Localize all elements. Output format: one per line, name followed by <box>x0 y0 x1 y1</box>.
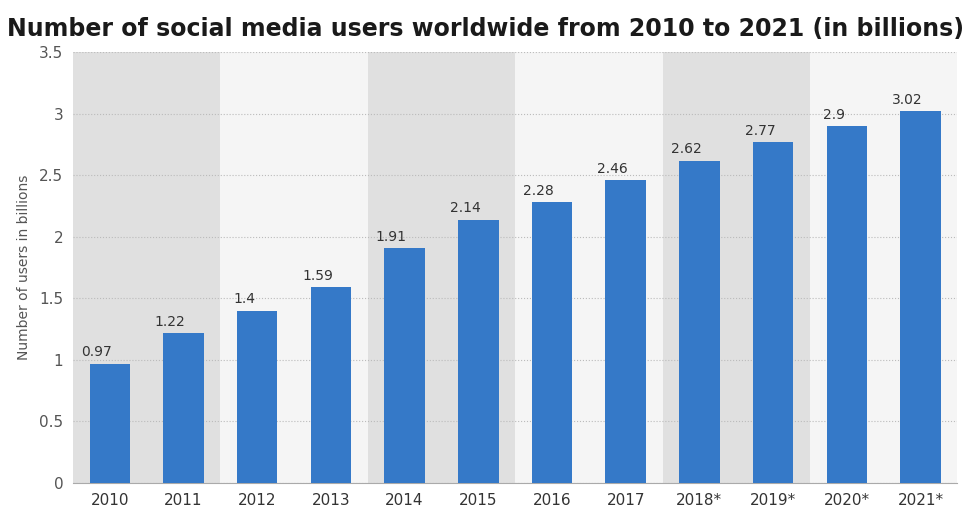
Y-axis label: Number of users in billions: Number of users in billions <box>17 175 30 360</box>
Bar <box>900 111 941 483</box>
Text: 2.28: 2.28 <box>523 184 554 198</box>
Bar <box>753 142 794 483</box>
Bar <box>458 219 499 483</box>
Text: 3.02: 3.02 <box>892 93 922 107</box>
Bar <box>164 333 204 483</box>
Bar <box>368 52 515 483</box>
Text: 1.4: 1.4 <box>233 292 255 307</box>
Text: Number of social media users worldwide from 2010 to 2021 (in billions): Number of social media users worldwide f… <box>7 17 963 40</box>
Text: 1.91: 1.91 <box>376 229 407 244</box>
Bar <box>662 52 810 483</box>
Text: 1.59: 1.59 <box>302 269 333 283</box>
Bar <box>73 52 220 483</box>
Text: 2.14: 2.14 <box>450 202 480 215</box>
Text: 0.97: 0.97 <box>81 345 112 359</box>
Text: 2.9: 2.9 <box>822 108 844 122</box>
Bar <box>90 364 131 483</box>
Bar <box>679 161 720 483</box>
Bar <box>385 248 425 483</box>
Bar <box>827 126 867 483</box>
Bar <box>220 52 368 483</box>
Text: 2.77: 2.77 <box>744 124 775 138</box>
Bar <box>515 52 662 483</box>
Bar <box>810 52 957 483</box>
Bar <box>606 180 646 483</box>
Text: 1.22: 1.22 <box>155 314 186 329</box>
Bar <box>532 203 573 483</box>
Bar <box>237 311 278 483</box>
Bar <box>311 287 352 483</box>
Text: 2.62: 2.62 <box>671 142 701 156</box>
Text: 2.46: 2.46 <box>597 162 628 176</box>
